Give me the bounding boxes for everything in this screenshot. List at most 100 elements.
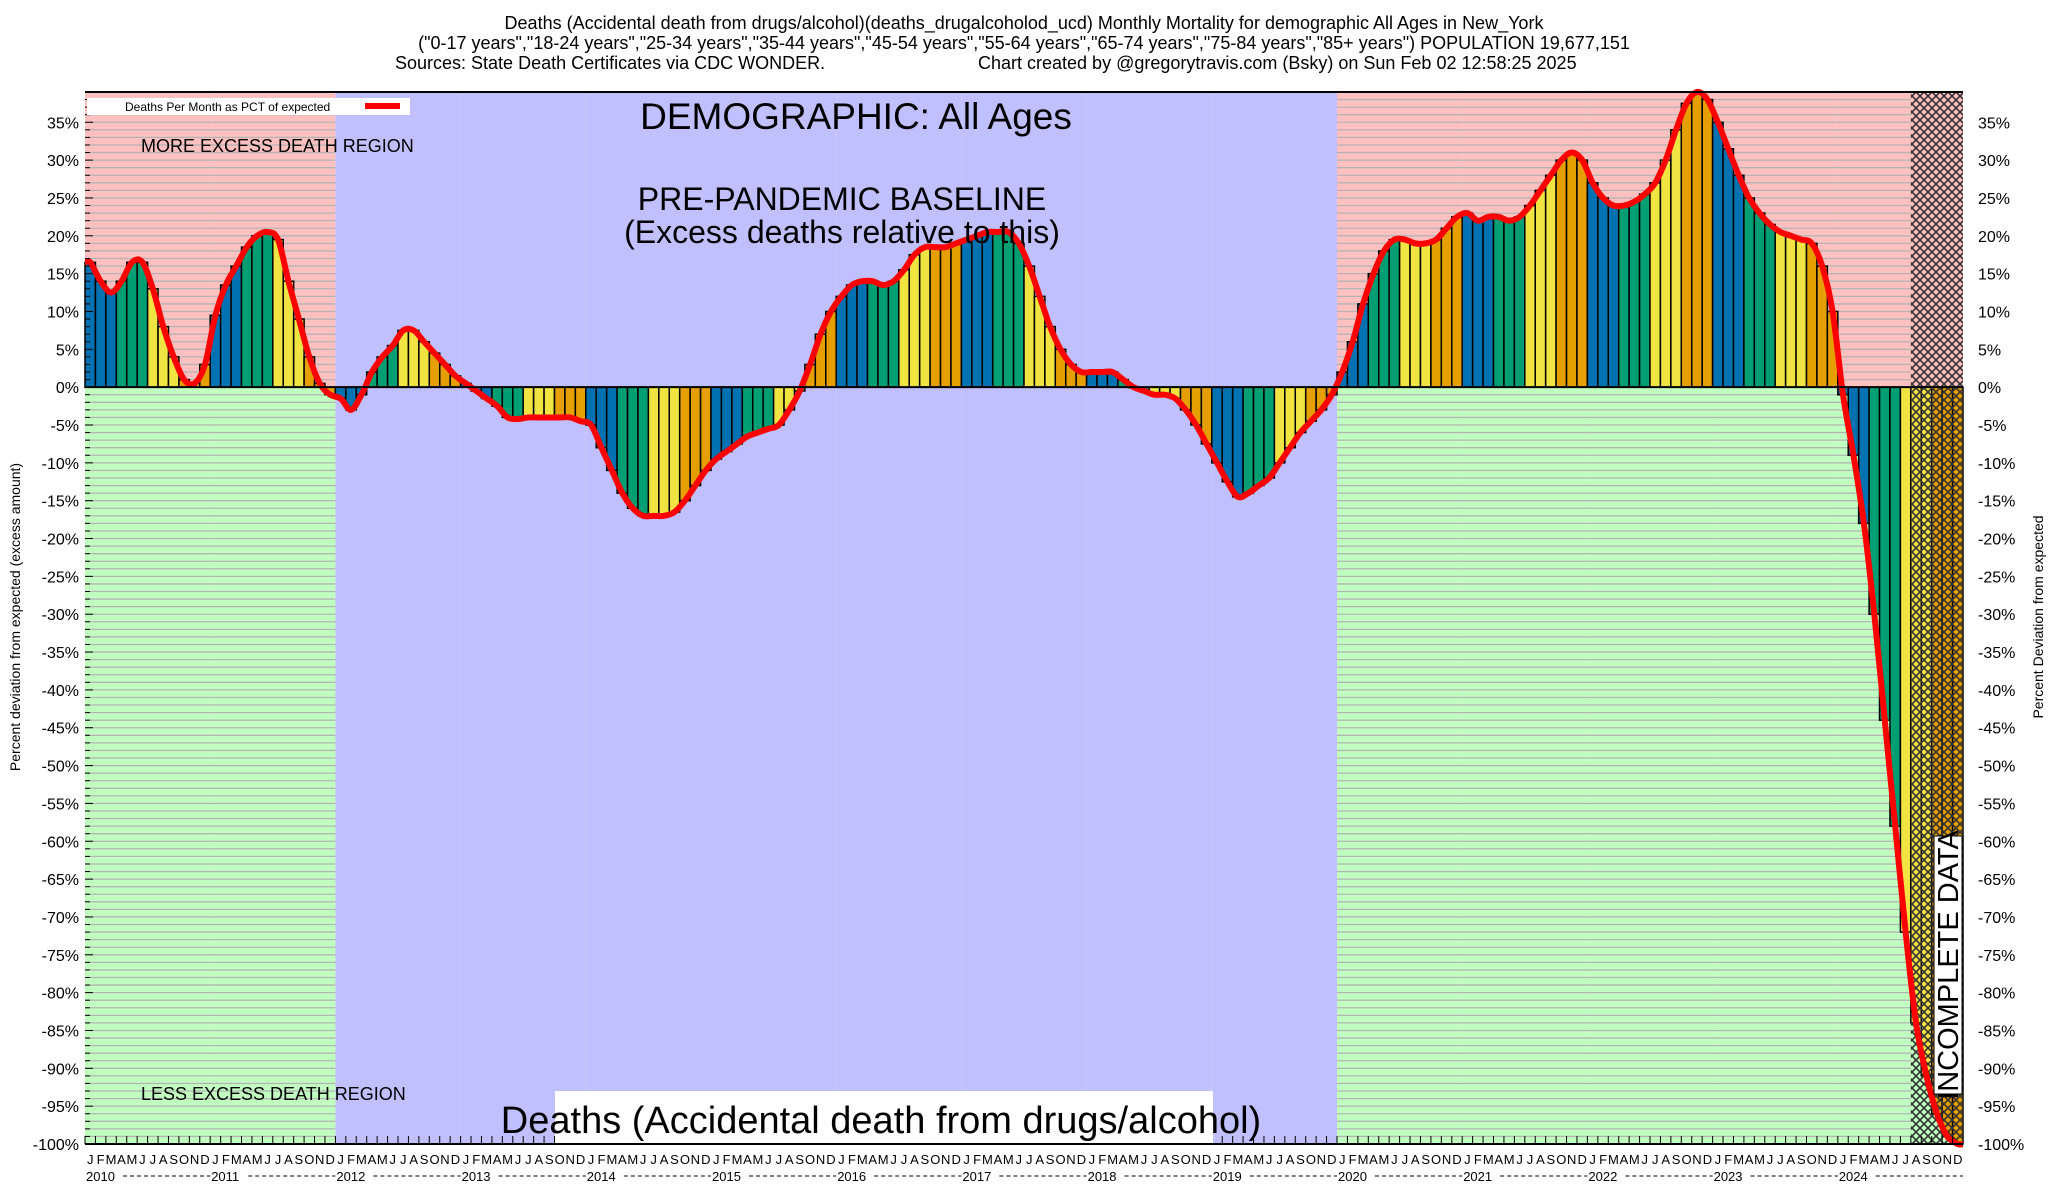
x-tick-label-month: J bbox=[1339, 1152, 1346, 1167]
x-tick-label-month: S bbox=[670, 1152, 679, 1167]
x-tick-label-month: F bbox=[1849, 1152, 1857, 1167]
bar bbox=[261, 231, 274, 388]
x-tick-label-month: M bbox=[857, 1152, 868, 1167]
x-tick-label-month: A bbox=[1494, 1152, 1503, 1167]
x-tick-label-year: 2015 bbox=[712, 1169, 741, 1184]
x-tick-label-month: S bbox=[545, 1152, 554, 1167]
bar bbox=[689, 386, 702, 487]
bar bbox=[1586, 182, 1599, 388]
x-tick-label-month: A bbox=[1870, 1152, 1879, 1167]
baseline-sublabel: (Excess deaths relative to this) bbox=[624, 214, 1060, 250]
x-tick-label-month: A bbox=[493, 1152, 502, 1167]
y-tick-label-left: -25% bbox=[42, 569, 79, 586]
y-tick-label-right: 30% bbox=[1978, 153, 2010, 170]
x-tick-label-year: 2013 bbox=[462, 1169, 491, 1184]
x-tick-label-month: A bbox=[785, 1152, 794, 1167]
bar bbox=[1398, 238, 1411, 388]
x-tick-label-month: D bbox=[1828, 1152, 1837, 1167]
x-tick-label-month: O bbox=[1055, 1152, 1065, 1167]
bar bbox=[532, 386, 545, 419]
demographic-label: DEMOGRAPHIC: All Ages bbox=[640, 96, 1072, 137]
baseline-region bbox=[1211, 92, 1337, 1144]
x-tick-label-month: J bbox=[337, 1152, 344, 1167]
x-tick-label-month: M bbox=[878, 1152, 889, 1167]
x-tick-label-month: D bbox=[1077, 1152, 1086, 1167]
y-tick-label-left: 30% bbox=[47, 153, 79, 170]
x-tick-label-month: A bbox=[1411, 1152, 1420, 1167]
x-tick-label-month: O bbox=[1807, 1152, 1817, 1167]
bar bbox=[564, 386, 577, 419]
y-tick-label-right: -30% bbox=[1978, 607, 2015, 624]
bar bbox=[1482, 216, 1495, 388]
x-tick-label-month: A bbox=[284, 1152, 293, 1167]
bar bbox=[626, 386, 639, 510]
incomplete-label-box bbox=[1933, 835, 1963, 1095]
x-tick-label-year: 2021 bbox=[1463, 1169, 1492, 1184]
x-tick-label-month: J bbox=[1902, 1152, 1909, 1167]
x-tick-label-month: A bbox=[1745, 1152, 1754, 1167]
bar bbox=[1722, 148, 1735, 388]
baseline-region bbox=[1086, 92, 1212, 1144]
x-tick-label-month: N bbox=[1567, 1152, 1576, 1167]
x-tick-label-month: M bbox=[1379, 1152, 1390, 1167]
y-tick-label-right: 0% bbox=[1978, 380, 2001, 397]
bar bbox=[1409, 242, 1422, 388]
x-tick-label-month: D bbox=[576, 1152, 585, 1167]
bar bbox=[908, 253, 921, 388]
y-tick-label-right: 25% bbox=[1978, 191, 2010, 208]
x-tick-label-month: A bbox=[1286, 1152, 1295, 1167]
legend-label: Deaths Per Month as PCT of expected bbox=[125, 100, 330, 114]
bar bbox=[1252, 386, 1265, 487]
x-tick-label-month: S bbox=[295, 1152, 304, 1167]
bar bbox=[1565, 151, 1578, 388]
bar bbox=[407, 329, 420, 388]
x-tick-label-month: J bbox=[1089, 1152, 1096, 1167]
y-tick-label-left: -90% bbox=[42, 1061, 79, 1078]
x-tick-label-month: O bbox=[1306, 1152, 1316, 1167]
x-tick-label-month: J bbox=[1777, 1152, 1784, 1167]
x-tick-label-month: A bbox=[159, 1152, 168, 1167]
y-tick-label-left: 10% bbox=[47, 304, 79, 321]
x-tick-label-month: A bbox=[535, 1152, 544, 1167]
y-tick-label-right: -35% bbox=[1978, 645, 2015, 662]
bar bbox=[918, 246, 931, 388]
x-tick-label-month: S bbox=[1296, 1152, 1305, 1167]
bar bbox=[1544, 174, 1557, 388]
y-tick-label-right: -55% bbox=[1978, 796, 2015, 813]
x-tick-label-month: M bbox=[356, 1152, 367, 1167]
bar bbox=[741, 386, 754, 438]
x-tick-label-year: 2018 bbox=[1088, 1169, 1117, 1184]
y-tick-label-right: 10% bbox=[1978, 304, 2010, 321]
bar bbox=[1492, 216, 1505, 388]
x-tick-label-month: S bbox=[1797, 1152, 1806, 1167]
bar bbox=[1764, 223, 1776, 388]
y-tick-label-right: -65% bbox=[1978, 872, 2015, 889]
x-tick-label-month: J bbox=[400, 1152, 407, 1167]
x-tick-label-month: D bbox=[1452, 1152, 1461, 1167]
bar bbox=[710, 386, 723, 460]
x-tick-label-month: M bbox=[1253, 1152, 1264, 1167]
x-tick-label-month: N bbox=[1692, 1152, 1701, 1167]
x-tick-label-month: J bbox=[1840, 1152, 1847, 1167]
bar bbox=[731, 386, 744, 445]
x-tick-label-month: M bbox=[753, 1152, 764, 1167]
axes: 35% 35% 30% 30% 25% 25% 20% 20% 15% 15% 10% 10% 5% 5%… bbox=[33, 91, 2024, 1184]
x-tick-label-month: J bbox=[1589, 1152, 1596, 1167]
x-tick-label-month: J bbox=[588, 1152, 595, 1167]
bar bbox=[877, 284, 890, 388]
y-tick-label-left: -15% bbox=[42, 494, 79, 511]
y-tick-label-right: -80% bbox=[1978, 986, 2015, 1003]
x-tick-label-month: J bbox=[1715, 1152, 1722, 1167]
x-tick-label-month: M bbox=[1128, 1152, 1139, 1167]
y-tick-label-right: -5% bbox=[1978, 418, 2006, 435]
bar bbox=[240, 246, 253, 388]
x-tick-label-month: J bbox=[1892, 1152, 1899, 1167]
y-tick-label-left: -85% bbox=[42, 1023, 79, 1040]
x-tick-label-month: M bbox=[231, 1152, 242, 1167]
x-tick-label-month: F bbox=[973, 1152, 981, 1167]
bar bbox=[1242, 386, 1255, 494]
bar bbox=[1628, 200, 1641, 388]
x-tick-label-month: M bbox=[502, 1152, 513, 1167]
x-tick-label-month: J bbox=[139, 1152, 146, 1167]
